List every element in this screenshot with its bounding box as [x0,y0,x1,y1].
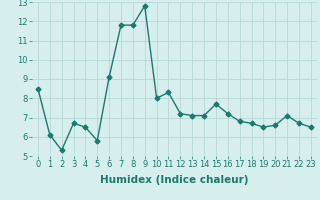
X-axis label: Humidex (Indice chaleur): Humidex (Indice chaleur) [100,175,249,185]
